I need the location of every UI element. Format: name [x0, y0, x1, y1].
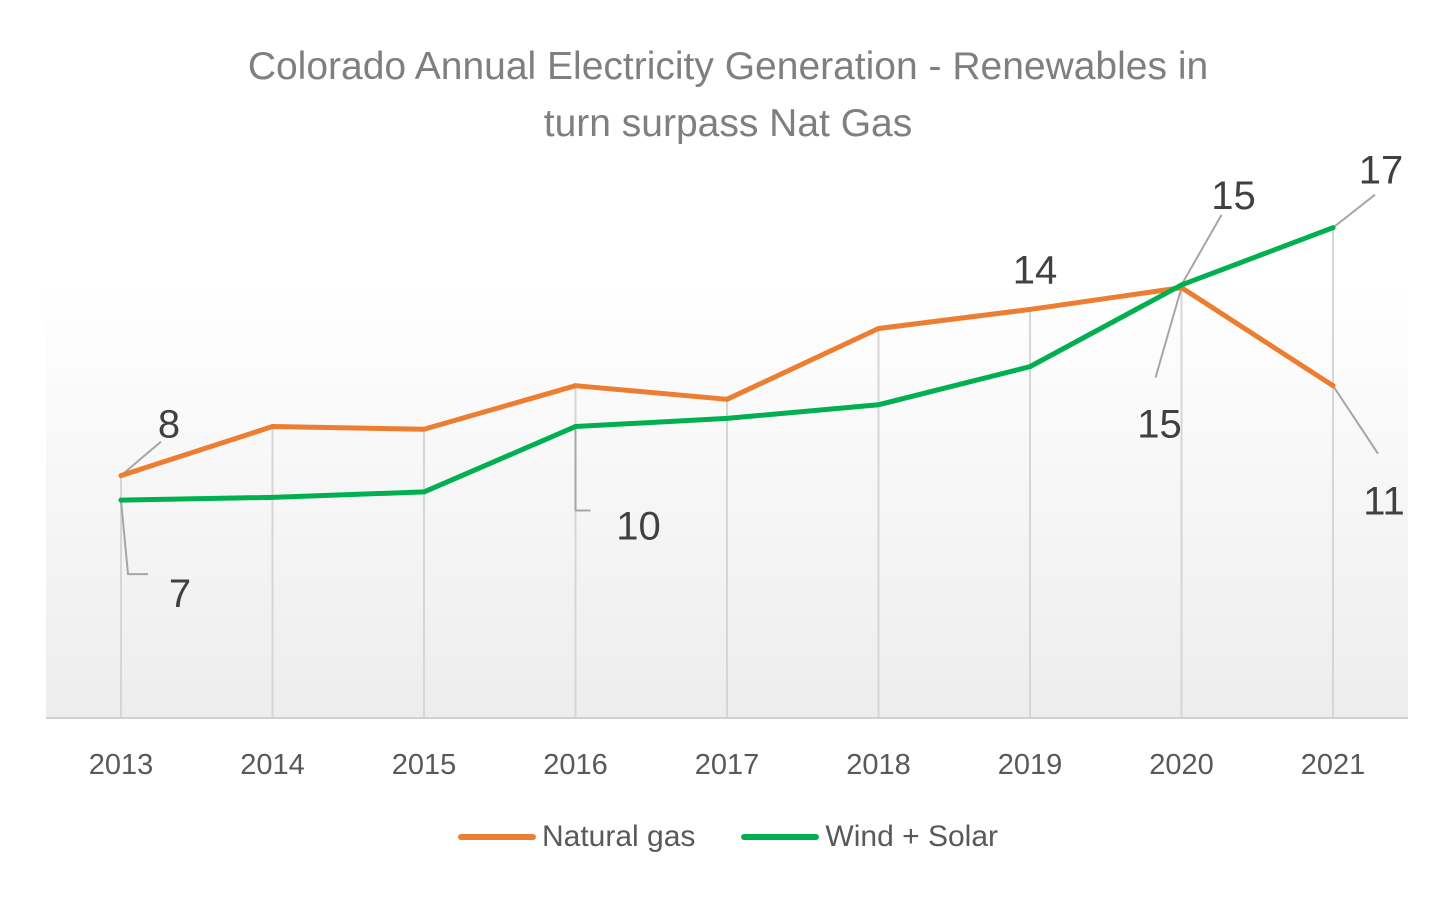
data-point-1-2016 [573, 424, 578, 430]
leader-line-0-2021 [1332, 385, 1379, 455]
data-point-1-2019 [1027, 364, 1033, 370]
data-label-1-2013: 7 [169, 572, 191, 616]
leader-line-0-2020 [1154, 287, 1183, 378]
data-label-0-2020: 15 [1137, 403, 1182, 447]
chart-title: Colorado Annual Electricity Generation -… [0, 38, 1456, 152]
data-point-0-2018 [876, 325, 881, 331]
x-tick-label-2014: 2014 [240, 749, 305, 781]
data-label-1-2021: 17 [1359, 149, 1404, 193]
data-point-0-2019 [1027, 306, 1033, 312]
data-point-0-2017 [724, 396, 730, 402]
data-label-0-2021: 11 [1363, 480, 1405, 524]
data-point-0-2016 [573, 383, 578, 389]
data-point-0-2013 [118, 473, 124, 479]
chart-title-line-1: Colorado Annual Electricity Generation -… [247, 45, 1209, 88]
data-label-0-2013: 8 [158, 403, 180, 447]
data-label-1-2020: 15 [1211, 174, 1256, 218]
leader-line-1-2016 [574, 426, 591, 512]
x-tick-label-2020: 2020 [1149, 749, 1214, 781]
x-tick-label-2015: 2015 [392, 749, 457, 781]
legend-label-wind-solar: Wind + Solar [825, 820, 998, 853]
x-tick-label-2016: 2016 [543, 749, 608, 781]
leader-line-1-2013 [120, 500, 148, 576]
x-tick-label-2013: 2013 [89, 749, 154, 781]
data-point-0-2021 [1330, 383, 1336, 389]
data-point-1-2020 [1179, 282, 1184, 288]
data-point-1-2014 [270, 494, 275, 500]
data-point-1-2013 [118, 497, 124, 503]
x-tick-label-2017: 2017 [695, 749, 760, 781]
legend-label-natural-gas: Natural gas [542, 820, 696, 853]
data-point-1-2018 [876, 402, 881, 408]
legend: Natural gas Wind + Solar [0, 820, 1456, 854]
chart-title-line-2: turn surpass Nat Gas [543, 102, 913, 145]
data-point-1-2021 [1330, 225, 1336, 231]
leader-line-1-2021 [1332, 193, 1376, 229]
data-label-0-2019: 14 [1013, 248, 1058, 292]
data-point-0-2014 [270, 424, 275, 430]
x-tick-label-2018: 2018 [846, 749, 911, 781]
legend-swatch-natural-gas [458, 834, 536, 840]
leader-line-0-2013 [120, 440, 162, 477]
data-point-1-2017 [724, 415, 730, 421]
x-tick-label-2019: 2019 [998, 749, 1063, 781]
legend-item-wind-solar[interactable]: Wind + Solar [741, 820, 998, 854]
data-point-1-2015 [421, 489, 427, 495]
data-label-1-2016: 10 [616, 505, 661, 549]
x-tick-label-2021: 2021 [1301, 749, 1366, 781]
leader-line-1-2020 [1180, 214, 1223, 286]
data-point-0-2015 [421, 426, 427, 432]
legend-swatch-wind-solar [741, 834, 820, 840]
legend-item-natural-gas[interactable]: Natural gas [458, 820, 695, 854]
